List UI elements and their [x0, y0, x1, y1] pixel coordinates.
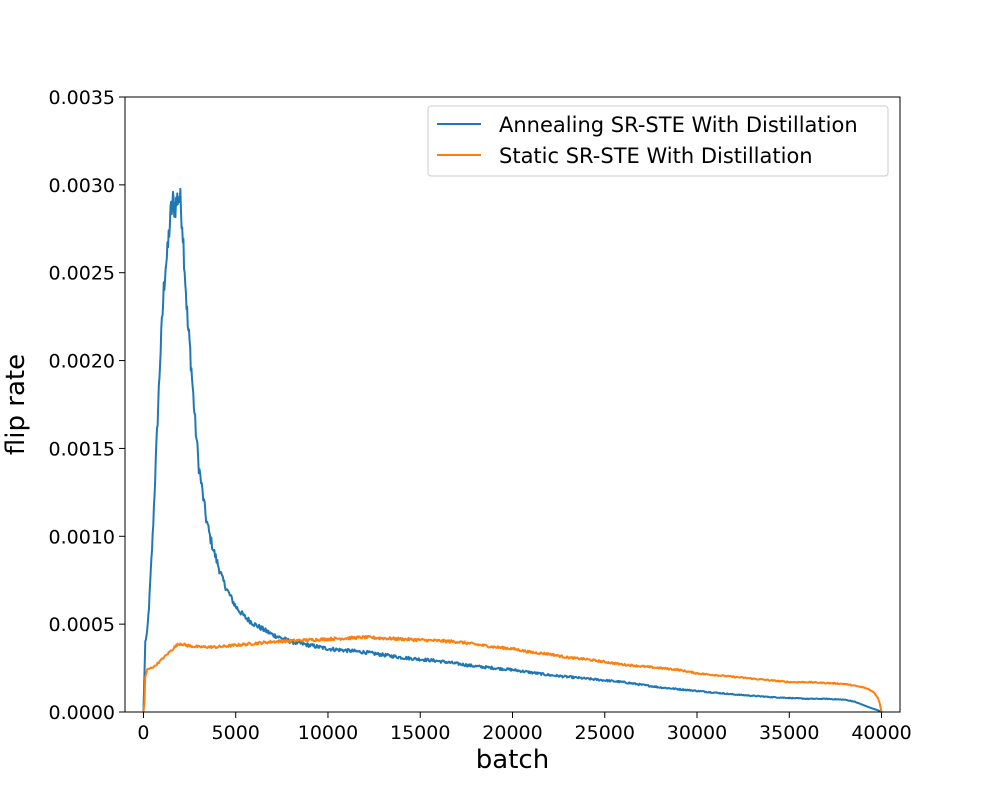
x-tick-label: 5000 [212, 722, 260, 744]
x-axis-ticks: 0 5000 10000 15000 20000 25000 30000 35000 40000 [137, 712, 912, 744]
y-axis-ticks: 0.0000 0.0005 0.0010 0.0015 0.0020 0.0025 0.00… [49, 87, 125, 724]
y-tick-label: 0.0035 [49, 87, 115, 109]
y-tick-label: 0.0030 [49, 175, 115, 197]
x-tick-label: 10000 [298, 722, 358, 744]
series-static-line [142, 634, 883, 713]
x-tick-label: 15000 [390, 722, 450, 744]
x-tick-label: 20000 [482, 722, 542, 744]
legend-label-static: Static SR-STE With Distillation [499, 144, 813, 168]
x-tick-label: 30000 [667, 722, 727, 744]
series-layer [142, 187, 883, 713]
x-tick-label: 25000 [575, 722, 635, 744]
x-axis-label: batch [476, 745, 549, 775]
y-tick-label: 0.0025 [49, 263, 115, 285]
legend-box [427, 105, 889, 177]
x-tick-label: 0 [137, 722, 149, 744]
y-tick-label: 0.0005 [49, 614, 115, 636]
y-axis-label: flip rate [1, 354, 31, 455]
x-tick-label: 40000 [851, 722, 911, 744]
x-tick-label: 35000 [759, 722, 819, 744]
legend-label-annealing: Annealing SR-STE With Distillation [499, 113, 858, 137]
legend: Annealing SR-STE With Distillation Stati… [427, 105, 889, 177]
y-tick-label: 0.0020 [49, 351, 115, 373]
series-annealing-line [142, 187, 882, 713]
y-tick-label: 0.0000 [49, 702, 115, 724]
y-tick-label: 0.0015 [49, 438, 115, 460]
y-tick-label: 0.0010 [49, 526, 115, 548]
